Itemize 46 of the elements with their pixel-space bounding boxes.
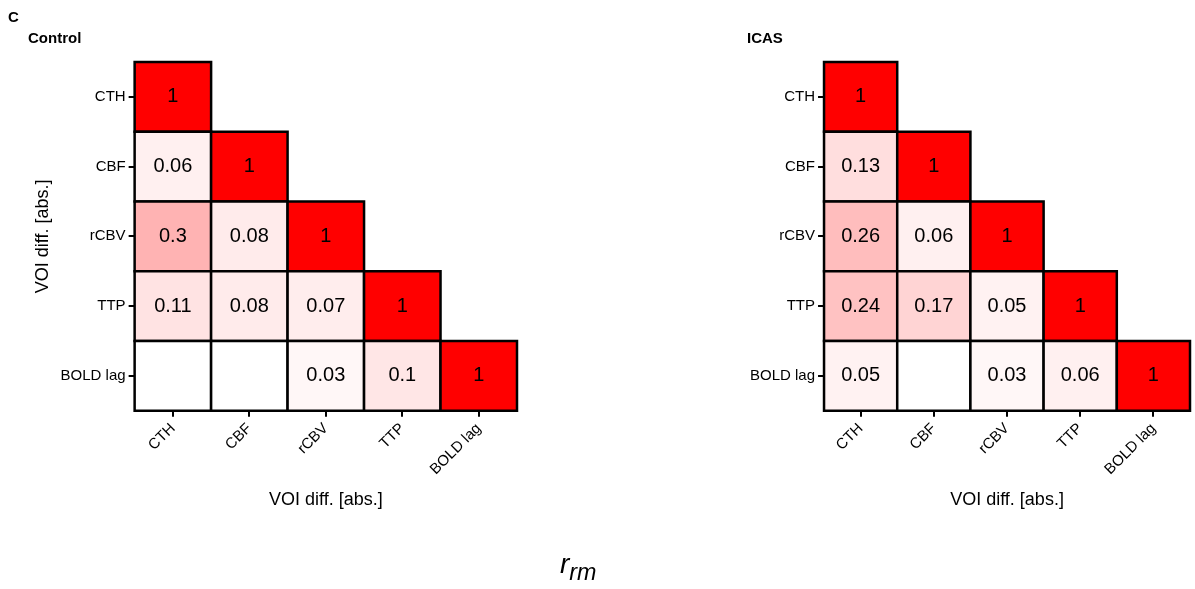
data-label: 0.1 xyxy=(388,363,417,386)
y-tick-label: TTP xyxy=(786,296,816,314)
y-tick-label: rCBV xyxy=(89,226,126,244)
data-label: 0.17 xyxy=(914,293,954,316)
y-tick-label: BOLD lag xyxy=(60,365,126,383)
x-axis-title: VOI diff. [abs.] xyxy=(950,489,1064,510)
text: C xyxy=(8,8,19,25)
data-label: 0.26 xyxy=(841,223,881,246)
data-label: 1 xyxy=(396,293,408,316)
y-tick-label: CBF xyxy=(95,156,126,174)
data-label: 1 xyxy=(243,154,255,177)
x-tick-label: TTP xyxy=(1053,419,1086,452)
data-label: 0.03 xyxy=(306,363,346,386)
data-label: 0.05 xyxy=(841,363,881,386)
y-tick-label: BOLD lag xyxy=(749,365,816,383)
data-label: 0.11 xyxy=(154,293,192,316)
data-label: 1 xyxy=(167,84,179,107)
chart-title: Control xyxy=(28,29,82,47)
data-label: 1 xyxy=(855,84,867,107)
data-label: 1 xyxy=(928,154,940,177)
data-label: 1 xyxy=(1074,293,1086,316)
data-label: 0.3 xyxy=(158,223,187,246)
data-label: 0.08 xyxy=(229,293,269,316)
data-label: 1 xyxy=(1147,363,1159,386)
data-label: 0.06 xyxy=(914,223,954,246)
data-label: 0.03 xyxy=(987,363,1027,386)
data-label: 0.07 xyxy=(306,293,346,316)
data-label: 1 xyxy=(1001,223,1013,246)
text: r$_{rm}$ xyxy=(560,548,597,586)
y-tick-label: TTP xyxy=(97,296,126,314)
data-label: 0.06 xyxy=(1060,363,1100,386)
data-label: 0.24 xyxy=(841,293,881,316)
chart-title: ICAS xyxy=(747,29,783,47)
x-axis-title: VOI diff. [abs.] xyxy=(268,489,383,510)
y-tick-label: CTH xyxy=(784,87,816,105)
data-label: 1 xyxy=(320,223,332,246)
data-label: 0.13 xyxy=(841,154,881,177)
data-label: 0.05 xyxy=(987,293,1027,316)
data-label: 1 xyxy=(473,363,485,386)
y-tick-label: CBF xyxy=(785,156,816,174)
y-axis-title: VOI diff. [abs.] xyxy=(31,179,52,294)
x-tick-label: TTP xyxy=(375,419,408,452)
y-tick-label: CTH xyxy=(94,87,126,105)
y-tick-label: rCBV xyxy=(779,226,816,244)
data-label: 0.08 xyxy=(229,223,269,246)
data-label: 0.06 xyxy=(153,154,193,177)
